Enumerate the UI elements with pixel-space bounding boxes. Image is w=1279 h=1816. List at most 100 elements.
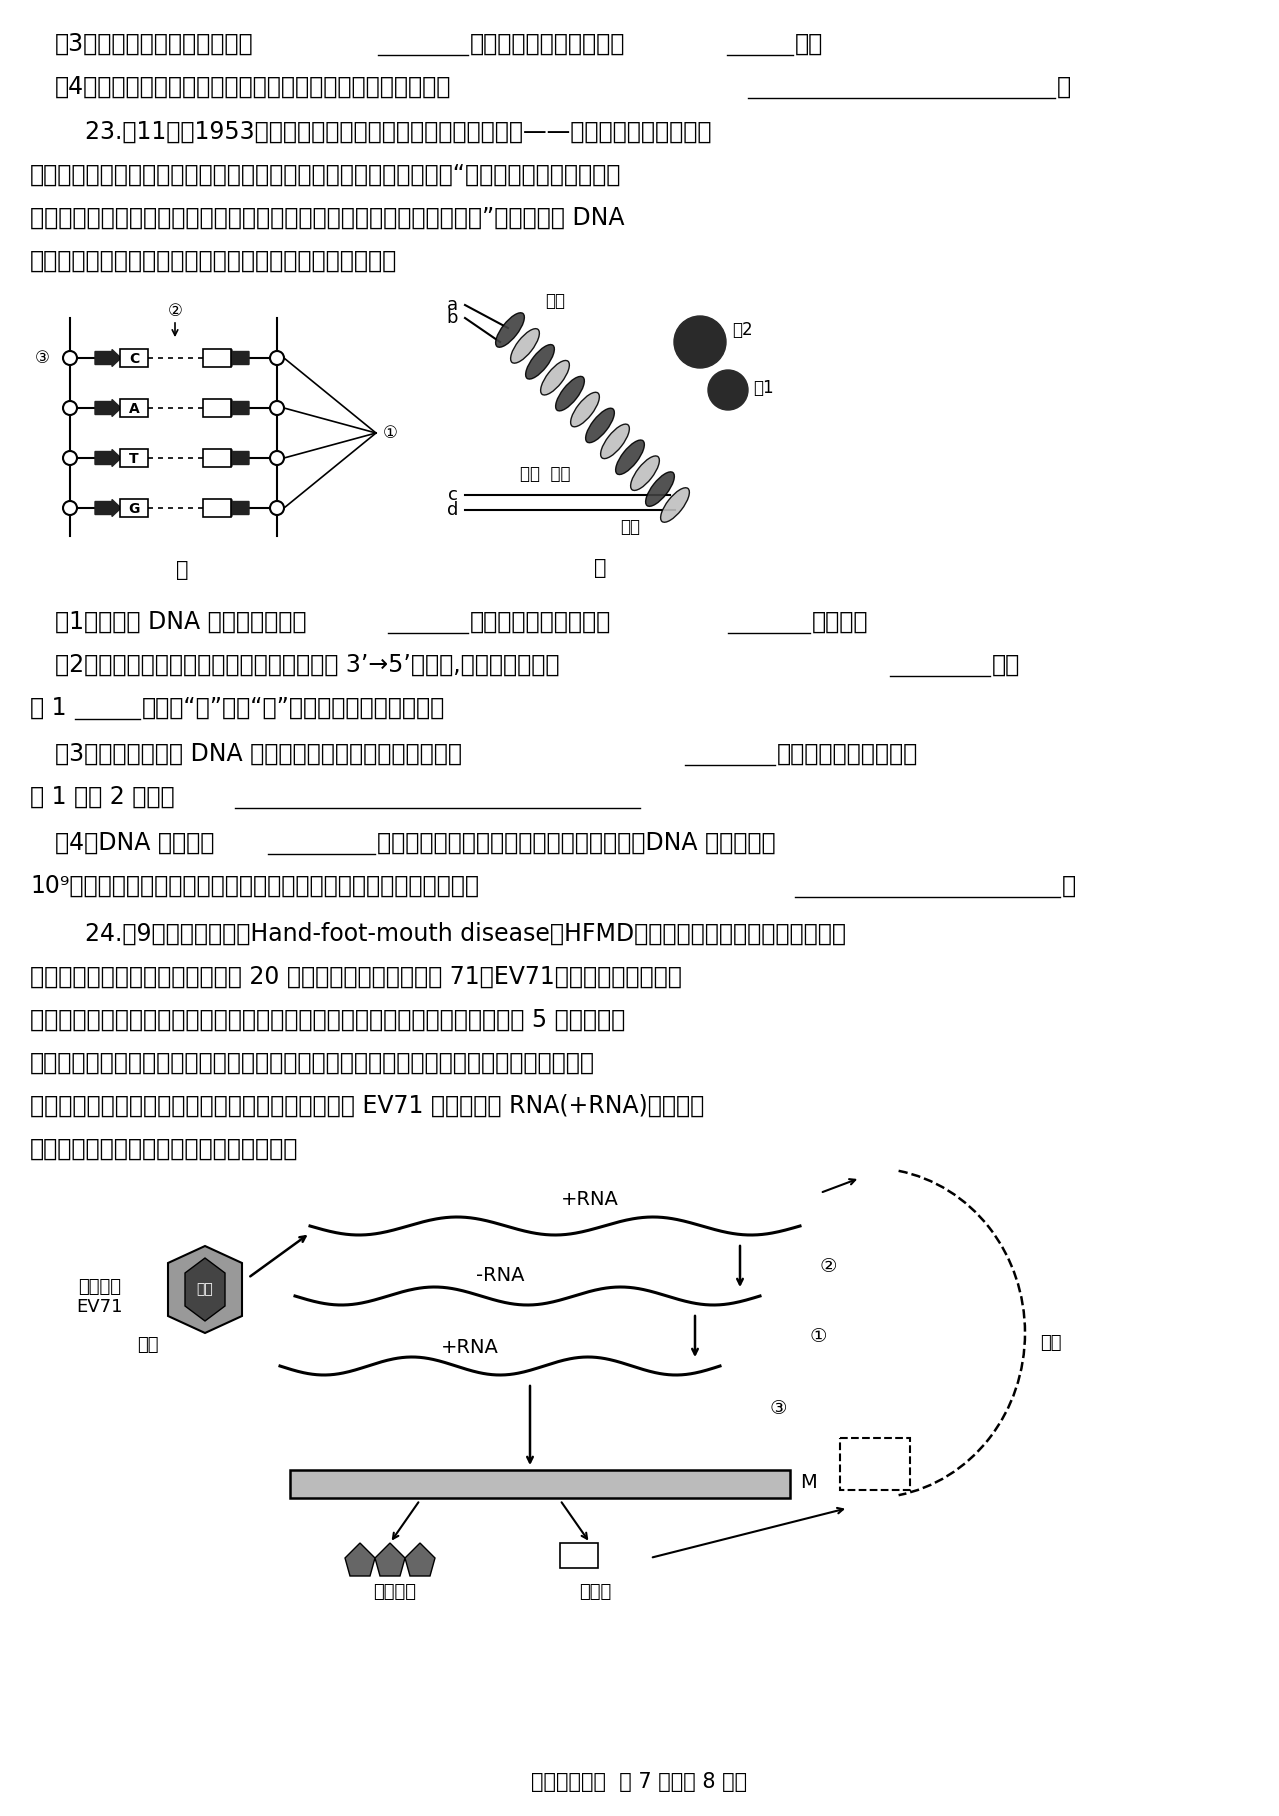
Text: （3）甲图对应的坐标曲线中的: （3）甲图对应的坐标曲线中的: [55, 33, 253, 56]
Text: 多样的特点，以发热和手、足、口腔等部位的皮疹或疱疹为主要特征，多发生于 5 岁以下的婴: 多样的特点，以发热和手、足、口腔等部位的皮疹或疱疹为主要特征，多发生于 5 岁以…: [29, 1008, 625, 1031]
Ellipse shape: [601, 425, 629, 459]
Text: ①: ①: [382, 423, 398, 441]
Text: EV71: EV71: [77, 1298, 123, 1317]
Text: 甲: 甲: [175, 559, 188, 579]
Text: ②: ②: [820, 1257, 838, 1275]
FancyArrow shape: [223, 499, 249, 516]
Text: 10⁹个碌基对，就会产生一个错误，这些错误对生物性状能否产生影响: 10⁹个碌基对，就会产生一个错误，这些错误对生物性状能否产生影响: [29, 873, 480, 897]
FancyBboxPatch shape: [120, 449, 148, 467]
Ellipse shape: [570, 392, 600, 427]
FancyArrow shape: [223, 349, 249, 367]
Circle shape: [63, 450, 77, 465]
Text: 候群，引发手足口病的肠道病毒有 20 多种，常见的如肠道病毒 71（EV71）型。具有临床表现: 候群，引发手足口病的肠道病毒有 20 多种，常见的如肠道病毒 71（EV71）型…: [29, 964, 682, 990]
Circle shape: [270, 501, 284, 516]
Text: 。: 。: [1056, 74, 1071, 100]
Ellipse shape: [496, 312, 524, 347]
Text: 的结构片段，乙图表示复制过程的示意图。请回答下列问题: 的结构片段，乙图表示复制过程的示意图。请回答下列问题: [29, 249, 398, 272]
Text: N: N: [867, 1455, 883, 1475]
FancyBboxPatch shape: [203, 400, 231, 418]
Ellipse shape: [586, 409, 614, 443]
Text: 乙: 乙: [593, 558, 606, 577]
Text: A: A: [129, 401, 139, 416]
Text: （4）DNA 复制通过: （4）DNA 复制通过: [55, 832, 215, 855]
Text: 高一生物试题  第 7 页（共 8 页）: 高一生物试题 第 7 页（共 8 页）: [531, 1772, 747, 1792]
Text: （4）减数第一次分裂过程中，能说明基因在染色体上的理由是: （4）减数第一次分裂过程中，能说明基因在染色体上的理由是: [55, 74, 451, 100]
FancyBboxPatch shape: [840, 1438, 909, 1489]
Polygon shape: [405, 1544, 435, 1576]
FancyBboxPatch shape: [560, 1544, 599, 1567]
Text: 酶1: 酶1: [753, 380, 774, 398]
Ellipse shape: [646, 472, 674, 507]
Text: 在很大程度上保证了复制的准确性，但是，DNA 平均每复制: 在很大程度上保证了复制的准确性，但是，DNA 平均每复制: [377, 832, 775, 855]
Text: （3）图乙在复制时 DNA 双链解旋，甲图中断开的化学键是: （3）图乙在复制时 DNA 双链解旋，甲图中断开的化学键是: [55, 743, 462, 766]
Ellipse shape: [555, 376, 585, 410]
Text: （填写“能”或者“否”）表示一个脸氧核苷酸。: （填写“能”或者“否”）表示一个脸氧核苷酸。: [142, 696, 445, 719]
Ellipse shape: [541, 360, 569, 396]
Circle shape: [270, 401, 284, 416]
Text: 23.（11分）1953年，沃森和克里克撰写的《核酸的分子结构——脸氧核糖核酸的一个结: 23.（11分）1953年，沃森和克里克撰写的《核酸的分子结构——脸氧核糖核酸的…: [55, 120, 711, 143]
Text: 24.（9分）手足口病（Hand-foot-mouth disease，HFMD）是由肠道病毒感染引起的临床症: 24.（9分）手足口病（Hand-foot-mouth disease，HFMD…: [55, 923, 845, 946]
Text: 中 1: 中 1: [29, 696, 67, 719]
Text: 对。: 对。: [796, 33, 824, 56]
Ellipse shape: [615, 439, 645, 474]
Text: G: G: [128, 501, 139, 516]
Text: 的这种碌基特异性配对方式，暗示着遗传物质进行复制的一种可能的机制”。甲图表示 DNA: 的这种碌基特异性配对方式，暗示着遗传物质进行复制的一种可能的机制”。甲图表示 D…: [29, 205, 624, 231]
FancyArrow shape: [223, 450, 249, 467]
FancyBboxPatch shape: [290, 1469, 790, 1498]
FancyBboxPatch shape: [120, 499, 148, 518]
Text: C: C: [129, 352, 139, 367]
Text: b: b: [446, 309, 458, 327]
Text: （2）甲图中另一条脸氧核糖核苷酸链上，从 3’→5’的顺序,碌基排列顺序是: （2）甲图中另一条脸氧核糖核苷酸链上，从 3’→5’的顺序,碌基排列顺序是: [55, 654, 559, 677]
Polygon shape: [185, 1258, 225, 1320]
Text: 幼儿，病人和隐性感染者都能感染他人。据专家介绍，由上述病毒引发的病人康复后会具备: 幼儿，病人和隐性感染者都能感染他人。据专家介绍，由上述病毒引发的病人康复后会具备: [29, 1051, 595, 1075]
Circle shape: [270, 350, 284, 365]
FancyBboxPatch shape: [203, 349, 231, 367]
FancyBboxPatch shape: [120, 400, 148, 418]
Text: 催化: 催化: [1040, 1335, 1062, 1351]
Text: 子链  引物: 子链 引物: [521, 465, 570, 483]
Text: （1）甲图中 DNA 分子在空间上呈: （1）甲图中 DNA 分子在空间上呈: [55, 610, 307, 634]
FancyArrow shape: [223, 400, 249, 416]
FancyBboxPatch shape: [203, 449, 231, 467]
Text: ①: ①: [810, 1326, 828, 1346]
Text: ③: ③: [35, 349, 50, 367]
Text: 结构，其基本骨架是由: 结构，其基本骨架是由: [469, 610, 611, 634]
Ellipse shape: [526, 345, 554, 380]
Text: +RNA: +RNA: [441, 1338, 499, 1357]
Text: 核酸: 核酸: [197, 1282, 214, 1297]
FancyBboxPatch shape: [203, 499, 231, 518]
Text: 构模型》论文在英国的《自然》杂志上尴发，在论文的结尾处写到：“値得注意的是，我们提出: 构模型》论文在英国的《自然》杂志上尴发，在论文的结尾处写到：“値得注意的是，我们…: [29, 163, 622, 187]
Text: ③: ③: [770, 1398, 788, 1418]
Text: c: c: [448, 487, 458, 505]
Polygon shape: [345, 1544, 375, 1576]
Text: 醂 1 和醂 2 分别是: 醂 1 和醂 2 分别是: [29, 785, 175, 808]
Text: T: T: [129, 452, 139, 467]
Text: 相应的免疫力，但还可能被其他病毒感染。肠道病毒 EV71 为单股正链 RNA(+RNA)病毒，该: 相应的免疫力，但还可能被其他病毒感染。肠道病毒 EV71 为单股正链 RNA(+…: [29, 1093, 705, 1119]
Text: 母链: 母链: [545, 292, 565, 311]
Circle shape: [63, 350, 77, 365]
Text: M: M: [799, 1473, 817, 1493]
Text: +RNA: +RNA: [561, 1189, 619, 1209]
Text: 。图: 。图: [993, 654, 1021, 677]
Text: 衣壳蛋白: 衣壳蛋白: [373, 1584, 417, 1602]
FancyArrow shape: [95, 499, 122, 516]
Polygon shape: [168, 1246, 242, 1333]
Polygon shape: [375, 1544, 405, 1576]
Text: ②: ②: [168, 301, 183, 320]
Text: （填写序号），乙图中: （填写序号），乙图中: [778, 743, 918, 766]
Text: -RNA: -RNA: [476, 1266, 524, 1286]
Circle shape: [709, 370, 748, 410]
Text: 构成的。: 构成的。: [812, 610, 868, 634]
Circle shape: [63, 401, 77, 416]
Text: 衣壳: 衣壳: [137, 1337, 159, 1355]
FancyBboxPatch shape: [120, 349, 148, 367]
Ellipse shape: [510, 329, 540, 363]
Circle shape: [63, 501, 77, 516]
Text: 肠道病毒: 肠道病毒: [78, 1278, 122, 1297]
Circle shape: [270, 450, 284, 465]
Circle shape: [674, 316, 726, 369]
Ellipse shape: [631, 456, 660, 490]
Text: ，乙图中的同源染色体有: ，乙图中的同源染色体有: [469, 33, 625, 56]
Text: 酶2: 酶2: [732, 321, 752, 340]
Text: 母链: 母链: [620, 518, 640, 536]
